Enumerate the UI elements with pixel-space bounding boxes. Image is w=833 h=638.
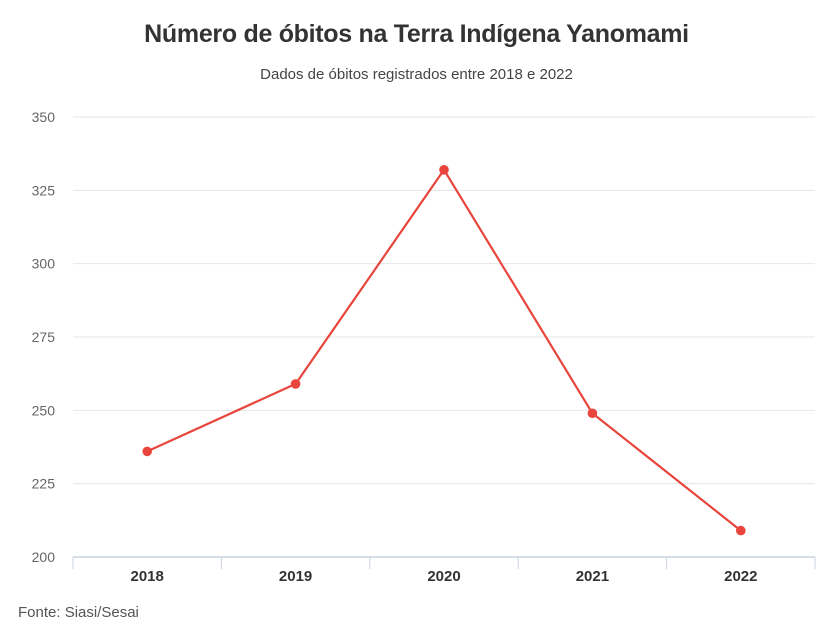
- chart-title: Número de óbitos na Terra Indígena Yanom…: [144, 20, 689, 48]
- chart-source: Fonte: Siasi/Sesai: [18, 604, 139, 621]
- x-tick-label: 2020: [427, 568, 460, 585]
- data-point: [439, 165, 449, 175]
- series-line: [142, 165, 746, 536]
- y-tick-label: 300: [32, 256, 56, 272]
- y-axis: 200 225 250 275 300 325 350: [32, 109, 56, 565]
- x-tick-label: 2019: [279, 568, 312, 585]
- series-line-path: [146, 168, 742, 532]
- y-tick-label: 200: [32, 549, 56, 565]
- data-point: [587, 408, 598, 419]
- x-axis: 2018 2019 2020 2021 2022: [72, 556, 816, 585]
- x-tick-label: 2018: [131, 568, 164, 585]
- data-point: [290, 379, 301, 389]
- y-tick-label: 250: [32, 402, 56, 418]
- chart-subtitle: Dados de óbitos registrados entre 2018 e…: [260, 66, 573, 83]
- data-point: [736, 525, 746, 536]
- x-tick-label: 2021: [576, 568, 609, 585]
- y-tick-label: 225: [32, 476, 56, 492]
- data-point: [142, 446, 152, 457]
- y-tick-label: 350: [32, 109, 56, 125]
- grid-lines: [73, 116, 815, 485]
- x-tick-label: 2022: [724, 568, 757, 585]
- y-tick-label: 325: [32, 182, 56, 198]
- y-tick-label: 275: [32, 329, 56, 345]
